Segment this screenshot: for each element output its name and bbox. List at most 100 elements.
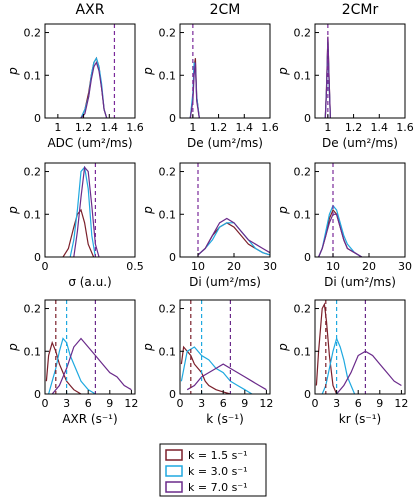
x-axis-label: De (um²/ms)	[322, 136, 398, 150]
y-axis-label: p	[6, 206, 20, 215]
legend-label-k2: k = 3.0 s⁻¹	[188, 465, 248, 478]
x-tick-label: 10	[191, 260, 205, 273]
y-tick-label: 0	[304, 251, 311, 264]
series-k1-line	[315, 302, 338, 395]
series-k3-line	[324, 36, 331, 119]
x-axis-label: Di (um²/ms)	[189, 275, 261, 289]
x-tick-label: 20	[362, 260, 376, 273]
y-tick-label: 0.2	[24, 303, 42, 316]
series-k3-line	[51, 337, 132, 395]
axes-frame	[314, 23, 406, 119]
y-tick-label: 0.1	[159, 345, 177, 358]
x-tick-label: 12	[259, 397, 273, 410]
y-axis-label: p	[6, 343, 20, 352]
panel-4: 0 0.5 0 0.1 0.2 σ (a.u.) p	[6, 162, 144, 289]
y-tick-label: 0	[304, 388, 311, 401]
axes-frame	[44, 23, 136, 119]
y-tick-label: 0	[169, 251, 176, 264]
axes-frame	[44, 299, 136, 395]
axes-frame	[179, 23, 271, 119]
panel-3: 2CMr 1 1.2 1.4 1.6 0 0.1 0.2 De (um²/ms) p	[276, 2, 414, 150]
x-tick-label: 1.4	[371, 121, 389, 134]
panel-title: 2CMr	[342, 2, 379, 18]
series-k2-line	[318, 204, 363, 258]
x-tick-label: 3	[198, 397, 205, 410]
x-axis-label: De (um²/ms)	[187, 136, 263, 150]
legend-swatch-k3	[165, 481, 183, 493]
y-tick-label: 0.1	[159, 69, 177, 82]
legend-label-k1: k = 1.5 s⁻¹	[188, 449, 248, 462]
x-tick-label: 1.4	[101, 121, 119, 134]
x-tick-label: 1	[189, 121, 196, 134]
x-tick-label: 1.6	[261, 121, 279, 134]
y-axis-label: p	[276, 67, 290, 76]
x-tick-label: 1	[324, 121, 331, 134]
axes-frame	[314, 299, 406, 395]
x-tick-label: 1.6	[126, 121, 144, 134]
panel-7: 0 3 6 9 12 0 0.1 0.2 AXR (s⁻¹) p	[6, 299, 138, 426]
y-tick-label: 0.2	[159, 303, 177, 316]
y-tick-label: 0.2	[294, 303, 312, 316]
y-tick-label: 0.1	[24, 69, 42, 82]
y-tick-label: 0.1	[24, 345, 42, 358]
x-tick-label: 0	[42, 260, 49, 273]
series-k3-line	[80, 61, 108, 119]
series-k1-line	[62, 208, 95, 258]
series-k3-line	[189, 62, 200, 119]
x-tick-label: 9	[106, 397, 113, 410]
y-tick-label: 0.1	[159, 208, 177, 221]
y-tick-label: 0.2	[294, 27, 312, 40]
axes-frame	[44, 162, 136, 258]
y-tick-label: 0.1	[294, 69, 312, 82]
x-axis-label: AXR (s⁻¹)	[62, 412, 117, 426]
panel-6: 10 20 30 0 0.1 0.2 Di (um²/ms) p	[276, 162, 412, 289]
y-tick-label: 0.2	[294, 166, 312, 179]
x-tick-label: 30	[263, 260, 277, 273]
axes-frame	[314, 162, 406, 258]
panel-9: 0 3 6 9 12 0 0.1 0.2 kr (s⁻¹) p	[276, 299, 408, 426]
series-k1-line	[180, 345, 231, 395]
x-tick-label: 1	[54, 121, 61, 134]
x-tick-label: 6	[220, 397, 227, 410]
y-axis-label: p	[141, 67, 155, 76]
y-tick-label: 0	[34, 112, 41, 125]
y-tick-label: 0.1	[24, 208, 42, 221]
x-tick-label: 1.2	[345, 121, 363, 134]
series-k1-line	[45, 340, 82, 395]
x-axis-label: kr (s⁻¹)	[339, 412, 381, 426]
legend-label-k3: k = 7.0 s⁻¹	[188, 481, 248, 494]
series-k3-line	[197, 217, 271, 256]
y-tick-label: 0	[34, 251, 41, 264]
series-k3-line	[186, 363, 267, 391]
x-tick-label: 9	[241, 397, 248, 410]
x-tick-label: 10	[326, 260, 340, 273]
panel-title: AXR	[76, 2, 105, 18]
x-axis-label: ADC (um²/ms)	[47, 136, 132, 150]
panel-2: 2CM 1 1.2 1.4 1.6 0 0.1 0.2 De (um²/ms) p	[141, 2, 279, 150]
x-axis-label: Di (um²/ms)	[324, 275, 396, 289]
y-axis-label: p	[141, 206, 155, 215]
x-tick-label: 6	[85, 397, 92, 410]
y-tick-label: 0	[169, 388, 176, 401]
y-tick-label: 0.1	[294, 345, 312, 358]
panel-title: 2CM	[210, 2, 241, 18]
panel-8: 0 3 6 9 12 0 0.1 0.2 k (s⁻¹) p	[141, 299, 273, 426]
y-tick-label: 0.2	[159, 166, 177, 179]
legend-swatch-k1	[165, 449, 183, 461]
panel-1: AXR 1 1.2 1.4 1.6 0 0.1 0.2 ADC (um²/ms) p	[6, 2, 144, 150]
x-tick-label: 1.2	[210, 121, 228, 134]
y-tick-label: 0	[34, 388, 41, 401]
x-tick-label: 0.5	[126, 260, 144, 273]
x-tick-label: 0	[312, 397, 319, 410]
y-axis-label: p	[6, 67, 20, 76]
panel-5: 10 20 30 0 0.1 0.2 Di (um²/ms) p	[141, 162, 277, 289]
series-k3-line	[73, 165, 100, 258]
x-tick-label: 6	[355, 397, 362, 410]
series-k2-line	[69, 165, 96, 258]
x-tick-label: 0	[42, 397, 49, 410]
x-axis-label: σ (a.u.)	[68, 275, 111, 289]
y-tick-label: 0.2	[159, 27, 177, 40]
y-tick-label: 0.2	[24, 27, 42, 40]
legend-frame	[159, 443, 267, 497]
